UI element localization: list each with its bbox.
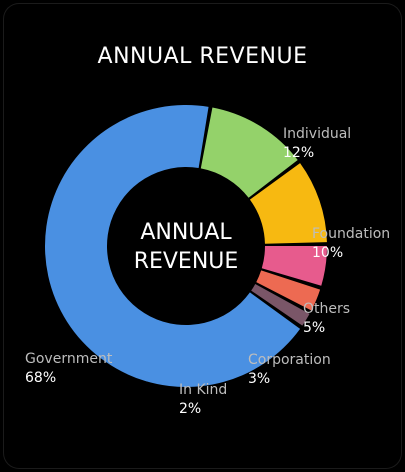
label-government: Government 68% <box>25 350 112 388</box>
label-in-kind-value: 2% <box>179 401 202 417</box>
chart-title: ANNUAL REVENUE <box>97 44 308 69</box>
label-individual: Individual 12% <box>283 125 351 163</box>
label-foundation-name: Foundation <box>312 226 391 242</box>
center-label-line-2: REVENUE <box>133 249 239 274</box>
slice-government <box>44 104 301 387</box>
slice-others <box>261 246 327 286</box>
label-others-name: Others <box>303 301 351 317</box>
label-individual-name: Individual <box>283 126 352 142</box>
label-government-name: Government <box>25 351 113 367</box>
label-foundation-value: 10% <box>312 245 344 261</box>
label-others: Others 5% <box>303 300 350 338</box>
label-in-kind: In Kind 2% <box>179 381 227 419</box>
label-corporation-name: Corporation <box>248 352 331 368</box>
label-foundation: Foundation 10% <box>312 225 390 263</box>
slice-individual <box>200 107 298 198</box>
label-others-value: 5% <box>303 320 326 336</box>
slice-in-kind <box>251 284 310 326</box>
donut-center-label: ANNUAL REVENUE <box>116 218 256 276</box>
slice-foundation <box>249 163 327 244</box>
label-government-value: 68% <box>25 370 57 386</box>
label-corporation-value: 3% <box>248 371 271 387</box>
label-corporation: Corporation 3% <box>248 351 331 389</box>
center-label-line-1: ANNUAL <box>140 220 232 245</box>
label-in-kind-name: In Kind <box>179 382 228 398</box>
label-individual-value: 12% <box>283 145 315 161</box>
slice-corporation <box>256 270 321 311</box>
